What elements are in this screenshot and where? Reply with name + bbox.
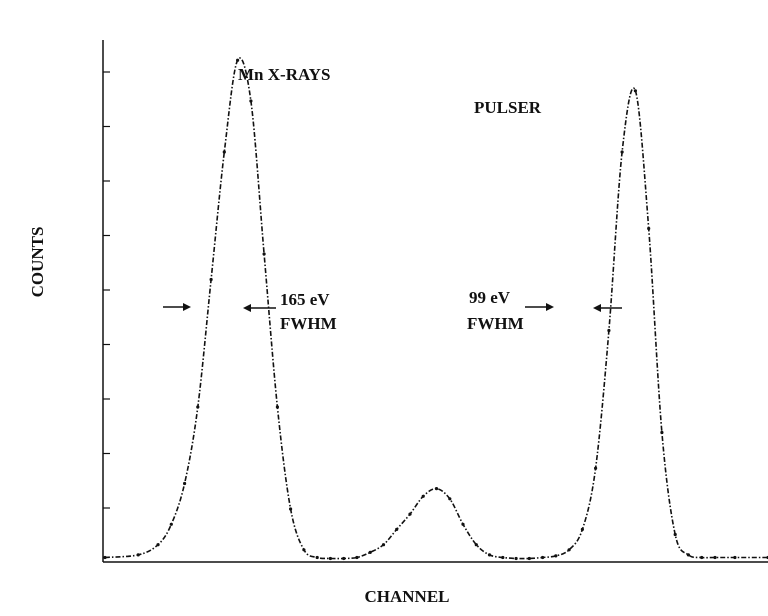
- data-point: [461, 522, 465, 526]
- axes: [102, 40, 768, 563]
- data-point: [660, 430, 664, 435]
- data-point: [700, 555, 704, 560]
- data-point: [368, 550, 372, 555]
- data-point: [275, 405, 279, 409]
- data-point: [713, 555, 717, 560]
- data-point: [289, 507, 293, 511]
- data-point: [156, 543, 160, 547]
- data-point: [733, 555, 737, 560]
- data-point: [381, 543, 386, 547]
- data-point: [169, 522, 173, 526]
- fwhm-left-arrow-out: [243, 304, 276, 312]
- fwhm-right-unit: FWHM: [467, 314, 524, 333]
- fwhm-left-value: 165 eV: [280, 290, 330, 309]
- data-point: [136, 553, 140, 557]
- mn-xrays-label: Mn X-RAYS: [238, 65, 330, 84]
- data-point: [196, 405, 200, 409]
- y-ticks: [103, 71, 110, 509]
- data-point: [514, 556, 518, 561]
- pulser-label: PULSER: [474, 98, 542, 117]
- fwhm-right-arrow-in: [525, 303, 554, 311]
- data-point: [355, 555, 359, 560]
- data-point: [236, 58, 240, 62]
- data-point: [580, 527, 585, 532]
- series-layer: [103, 57, 768, 561]
- data-point: [421, 494, 425, 498]
- data-point: [342, 556, 346, 561]
- data-point: [647, 226, 651, 231]
- data-point: [554, 554, 558, 558]
- fwhm-arrows: [163, 303, 622, 312]
- fwhm-right-value: 99 eV: [469, 288, 511, 307]
- data-point: [183, 481, 187, 486]
- data-point: [209, 277, 213, 282]
- data-point: [103, 555, 107, 560]
- data-point: [620, 150, 624, 154]
- data-point: [249, 99, 253, 103]
- data-point: [328, 556, 332, 561]
- data-point: [607, 328, 611, 333]
- spectrum-curve: [104, 57, 768, 560]
- data-point: [315, 555, 319, 560]
- data-point: [434, 487, 439, 491]
- data-point: [673, 532, 677, 537]
- y-axis-label: COUNTS: [28, 227, 47, 298]
- data-point: [474, 543, 478, 547]
- data-point: [262, 252, 266, 256]
- data-point: [302, 548, 306, 552]
- data-point: [567, 548, 571, 552]
- data-point: [222, 150, 226, 154]
- data-point: [408, 512, 412, 516]
- data-point: [448, 497, 452, 501]
- fwhm-left-unit: FWHM: [280, 314, 337, 333]
- data-point: [686, 553, 691, 557]
- fwhm-left-arrow-in: [163, 303, 191, 311]
- data-point: [501, 555, 505, 560]
- data-point: [527, 556, 531, 561]
- data-point: [395, 527, 399, 532]
- fwhm-right-arrow-out: [593, 304, 622, 312]
- data-point: [633, 89, 638, 93]
- data-point: [541, 555, 545, 560]
- x-axis-label: CHANNEL: [364, 587, 449, 606]
- data-point: [487, 553, 492, 557]
- data-point: [594, 466, 598, 470]
